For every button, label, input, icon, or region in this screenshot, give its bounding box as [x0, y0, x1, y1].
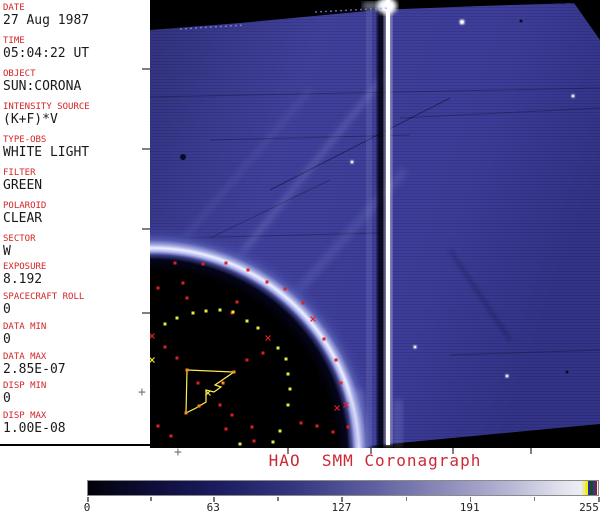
- colorbar-end-stripe: [588, 481, 590, 495]
- field-value: 27 Aug 1987: [3, 13, 90, 28]
- field-label: POLAROID: [3, 201, 47, 211]
- colorbar-end-stripe: [582, 481, 585, 495]
- field-label: FILTER: [3, 168, 36, 178]
- metadata-field: DISP MAX 1.00E-08: [3, 411, 149, 436]
- axis-plus-bottom: +: [174, 445, 182, 460]
- colorbar-minor-tick: [533, 497, 536, 501]
- limb-polygon-overlay: [184, 368, 236, 415]
- field-value: 2.85E-07: [3, 362, 66, 377]
- fiducial-markers: [150, 261, 350, 446]
- metadata-sidebar: DATE 27 Aug 1987 TIME 05:04:22 UT OBJECT SUN:…: [0, 0, 150, 445]
- axis-plus-left: +: [138, 385, 146, 400]
- colorbar-gradient: [87, 480, 599, 496]
- field-value: 1.00E-08: [3, 421, 66, 436]
- scanline-artifacts: [150, 87, 600, 356]
- coronagraph-image-canvas: [150, 0, 600, 448]
- axis-tick-left: [142, 148, 150, 150]
- colorbar-end-stripe: [595, 481, 597, 495]
- colorbar-tick-label: 0: [83, 501, 91, 512]
- metadata-field: DISP MIN 0: [3, 381, 149, 406]
- metadata-field: DATA MAX 2.85E-07: [3, 352, 149, 377]
- axis-tick-left: [142, 312, 150, 314]
- coronagraph-image-render: [150, 0, 600, 448]
- metadata-field: TIME 05:04:22 UT: [3, 36, 149, 61]
- axis-tick-bottom: [452, 448, 454, 454]
- dust-specks: [180, 19, 569, 374]
- colorbar-tick-label: 63: [206, 501, 220, 512]
- colorbar-end-stripe: [590, 481, 593, 495]
- field-value: 05:04:22 UT: [3, 46, 90, 61]
- field-label: DATA MIN: [3, 322, 47, 332]
- colorbar-tick-label: 127: [331, 501, 352, 512]
- metadata-field: INTENSITY SOURCE (K+F)*V: [3, 102, 149, 127]
- field-label: TYPE-OBS: [3, 135, 47, 145]
- field-label: TIME: [3, 36, 25, 46]
- field-label: INTENSITY SOURCE: [3, 102, 90, 112]
- axis-tick-left: [142, 228, 150, 230]
- field-value: SUN:CORONA: [3, 79, 82, 94]
- axis-tick-bottom: [530, 448, 532, 454]
- frame-edge-noise: [179, 1, 600, 30]
- field-label: DISP MAX: [3, 411, 47, 421]
- colorbar-tick: [341, 497, 343, 502]
- field-value: 8.192: [3, 272, 43, 287]
- metadata-field: SPACECRAFT ROLL 0: [3, 292, 149, 317]
- metadata-field: SECTOR W: [3, 234, 149, 259]
- field-value: W: [3, 244, 11, 259]
- colorbar-tick: [469, 497, 472, 502]
- image-title: HAO SMM Coronagraph: [268, 451, 482, 470]
- colorbar-minor-tick: [277, 497, 279, 501]
- metadata-field: POLAROID CLEAR: [3, 201, 149, 226]
- metadata-field: DATA MIN 0: [3, 322, 149, 347]
- pylon-arm: [350, 0, 403, 448]
- colorbar-minor-tick: [150, 497, 152, 501]
- colorbar-end-stripe: [593, 481, 595, 495]
- colorbar-minor-tick: [405, 497, 408, 501]
- metadata-field: TYPE-OBS WHITE LIGHT: [3, 135, 149, 160]
- axis-tick-left: [142, 68, 150, 70]
- field-label: DATA MAX: [3, 352, 47, 362]
- star-specks: [350, 19, 575, 378]
- field-label: DATE: [3, 3, 25, 13]
- field-value: GREEN: [3, 178, 43, 193]
- colorbar-tick: [598, 497, 600, 502]
- field-value: (K+F)*V: [3, 112, 58, 127]
- field-label: SECTOR: [3, 234, 36, 244]
- field-label: SPACECRAFT ROLL: [3, 292, 85, 302]
- field-value: 0: [3, 391, 11, 406]
- colorbar-tick: [87, 497, 89, 502]
- metadata-field: DATE 27 Aug 1987: [3, 3, 149, 28]
- field-value: CLEAR: [3, 211, 43, 226]
- colorbar-end-stripe: [585, 481, 588, 495]
- colorbar-tick: [213, 497, 215, 502]
- axis-tick-bottom: [370, 448, 372, 454]
- metadata-field: OBJECT SUN:CORONA: [3, 69, 149, 94]
- field-label: DISP MIN: [3, 381, 47, 391]
- axis-tick-bottom: [287, 448, 289, 454]
- sidebar-divider: [0, 444, 151, 446]
- field-value: 0: [3, 332, 11, 347]
- field-label: OBJECT: [3, 69, 36, 79]
- metadata-field: FILTER GREEN: [3, 168, 149, 193]
- colorbar-tick-label: 191: [459, 501, 480, 512]
- field-value: 0: [3, 302, 11, 317]
- metadata-field: EXPOSURE 8.192: [3, 262, 149, 287]
- colorbar-tick-label: 255: [579, 501, 599, 512]
- field-label: EXPOSURE: [3, 262, 47, 272]
- field-value: WHITE LIGHT: [3, 145, 90, 160]
